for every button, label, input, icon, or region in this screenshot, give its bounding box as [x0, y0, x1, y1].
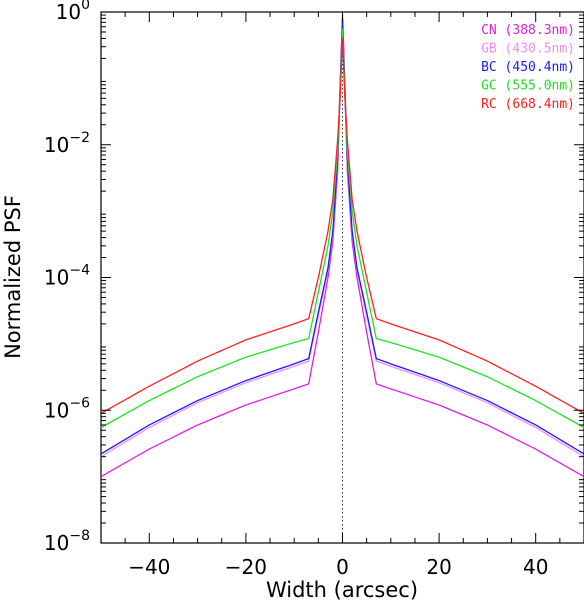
y-tick-label: 10−4 — [44, 263, 90, 290]
legend: CN (388.3nm) GB (430.5nm) BC (450.4nm) GC (… — [481, 23, 575, 112]
axis-layer: −40 −20 0 20 40 10−8 10−6 10−4 10−2 100 — [44, 0, 584, 579]
y-tick-label: 10−6 — [44, 395, 90, 422]
x-tick-label: −20 — [225, 555, 267, 579]
x-tick-label: −40 — [128, 555, 170, 579]
legend-entry-cn: CN (388.3nm) — [481, 23, 575, 38]
x-tick-label: 0 — [336, 555, 349, 579]
x-tick-label: 20 — [426, 555, 451, 579]
y-tick-label: 100 — [56, 0, 90, 24]
y-axis-title: Normalized PSF — [1, 195, 25, 359]
legend-entry-gc: GC (555.0nm) — [481, 79, 575, 94]
y-tick-label: 10−8 — [44, 528, 90, 555]
x-axis-title: Width (arcsec) — [266, 578, 418, 602]
x-tick-label: 40 — [523, 555, 548, 579]
legend-entry-bc: BC (450.4nm) — [481, 60, 575, 75]
series-line-gc — [100, 28, 584, 429]
legend-entry-gb: GB (430.5nm) — [481, 42, 575, 57]
y-tick-label: 10−2 — [44, 130, 90, 157]
series-line-rc — [100, 37, 584, 414]
legend-entry-rc: RC (668.4nm) — [481, 97, 575, 112]
